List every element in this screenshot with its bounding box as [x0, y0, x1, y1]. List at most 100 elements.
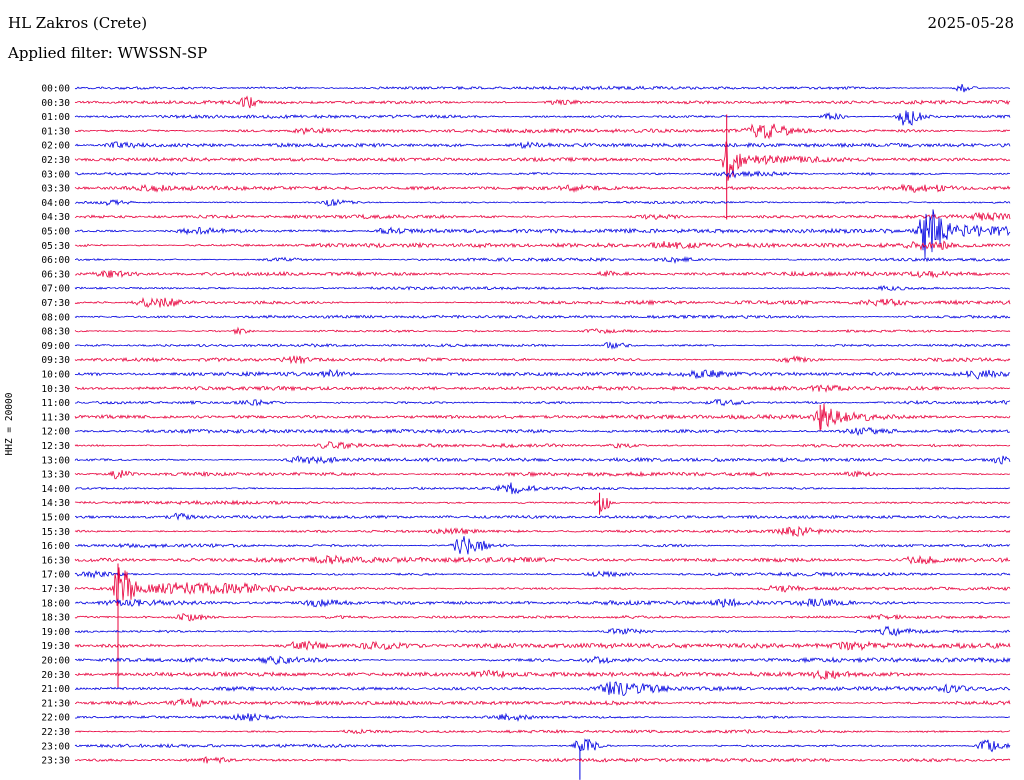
time-label-0030: 00:30	[41, 98, 70, 109]
time-label-1330: 13:30	[41, 470, 70, 481]
seismogram-trace-0000	[74, 83, 1011, 93]
time-label-1730: 17:30	[41, 584, 70, 595]
time-label-2100: 21:00	[41, 684, 70, 695]
seismogram-trace-0430	[74, 211, 1011, 222]
time-label-1200: 12:00	[41, 427, 70, 438]
time-label-2230: 22:30	[41, 727, 70, 738]
seismogram-trace-0030	[74, 95, 1011, 109]
time-label-0700: 07:00	[41, 284, 70, 295]
seismogram-trace-2130	[74, 697, 1011, 708]
seismogram-trace-0100	[74, 110, 1011, 126]
time-label-1400: 14:00	[41, 484, 70, 495]
time-label-0400: 04:00	[41, 198, 70, 209]
seismogram-trace-0400	[74, 198, 1011, 207]
time-label-1430: 14:30	[41, 498, 70, 509]
time-label-2030: 20:30	[41, 670, 70, 681]
station-title: HL Zakros (Crete)	[8, 14, 148, 32]
time-label-0230: 02:30	[41, 155, 70, 166]
time-label-1030: 10:30	[41, 384, 70, 395]
seismogram-trace-1330	[74, 469, 1011, 480]
time-label-0830: 08:30	[41, 327, 70, 338]
seismogram-trace-0500	[74, 209, 1011, 259]
time-label-1000: 10:00	[41, 370, 70, 381]
time-label-0300: 03:00	[41, 169, 70, 180]
seismogram-trace-1530	[74, 525, 1011, 537]
time-label-1500: 15:00	[41, 513, 70, 524]
time-label-0600: 06:00	[41, 255, 70, 266]
trace-group	[74, 83, 1011, 780]
seismogram-trace-1630	[74, 554, 1011, 565]
time-label-0000: 00:00	[41, 84, 70, 95]
seismogram-trace-1200	[74, 426, 1011, 436]
seismogram-trace-1830	[74, 613, 1011, 622]
seismogram-trace-1130	[74, 403, 1011, 430]
seismogram-trace-2000	[74, 655, 1011, 665]
seismogram-trace-1900	[74, 625, 1011, 637]
time-label-1230: 12:30	[41, 441, 70, 452]
time-label-0900: 09:00	[41, 341, 70, 352]
time-label-1630: 16:30	[41, 555, 70, 566]
time-label-0630: 06:30	[41, 269, 70, 280]
seismogram-trace-0300	[74, 169, 1011, 179]
time-label-1930: 19:30	[41, 641, 70, 652]
time-label-1530: 15:30	[41, 527, 70, 538]
seismogram-trace-2200	[74, 712, 1011, 722]
time-label-2330: 23:30	[41, 756, 70, 767]
time-label-1700: 17:00	[41, 570, 70, 581]
seismogram-trace-1400	[74, 482, 1011, 495]
seismogram-trace-1000	[74, 368, 1011, 380]
time-label-1900: 19:00	[41, 627, 70, 638]
seismogram-trace-2100	[74, 681, 1011, 696]
y-axis-scale-label: HHZ = 20000	[4, 392, 15, 455]
seismogram-trace-1800	[74, 597, 1011, 608]
seismogram-trace-1100	[74, 398, 1011, 407]
seismogram-trace-0730	[74, 296, 1011, 309]
time-label-0930: 09:30	[41, 355, 70, 366]
seismogram-trace-2330	[74, 756, 1011, 765]
plot-date: 2025-05-28	[927, 14, 1014, 32]
time-label-0100: 01:00	[41, 112, 70, 123]
seismogram-trace-0630	[74, 269, 1011, 279]
time-label-1800: 18:00	[41, 598, 70, 609]
time-label-1100: 11:00	[41, 398, 70, 409]
seismogram-trace-1700	[74, 570, 1011, 579]
seismogram-trace-0600	[74, 256, 1011, 265]
seismogram-trace-0230	[74, 141, 1011, 181]
time-label-0130: 01:30	[41, 126, 70, 137]
seismogram-trace-1230	[74, 441, 1011, 450]
seismogram-trace-0530	[74, 240, 1011, 251]
seismogram-trace-0900	[74, 341, 1011, 350]
seismogram-trace-1930	[74, 640, 1011, 651]
time-label-0330: 03:30	[41, 184, 70, 195]
seismogram-trace-1430	[74, 498, 1011, 513]
time-label-0200: 02:00	[41, 141, 70, 152]
time-label-2300: 23:00	[41, 741, 70, 752]
time-label-0500: 05:00	[41, 227, 70, 238]
seismogram-trace-1600	[74, 536, 1011, 555]
seismogram-trace-0330	[74, 183, 1011, 193]
time-label-1600: 16:00	[41, 541, 70, 552]
time-label-2130: 21:30	[41, 698, 70, 709]
filter-label: Applied filter: WWSSN-SP	[8, 44, 208, 62]
time-label-2000: 20:00	[41, 656, 70, 667]
time-label-0730: 07:30	[41, 298, 70, 309]
seismogram-trace-0700	[74, 285, 1011, 292]
seismogram-trace-2230	[74, 728, 1011, 735]
time-label-1830: 18:30	[41, 613, 70, 624]
seismogram-trace-0200	[74, 140, 1011, 150]
seismogram-trace-0830	[74, 326, 1011, 336]
seismogram-trace-1730	[74, 567, 1011, 606]
seismogram-trace-1500	[74, 512, 1011, 521]
time-label-0530: 05:30	[41, 241, 70, 252]
seismogram-trace-1300	[74, 455, 1011, 465]
seismogram-trace-2030	[74, 669, 1011, 681]
time-label-group: 00:00 00:30 01:00 01:30 02:00 02:30 03:00 03:30…	[41, 84, 70, 767]
seismogram-trace-1030	[74, 384, 1011, 393]
time-label-0430: 04:30	[41, 212, 70, 223]
seismogram-trace-2300	[74, 738, 1011, 753]
seismogram-trace-0930	[74, 355, 1011, 365]
seismogram-trace-0130	[74, 123, 1011, 140]
seismogram-trace-0800	[74, 314, 1011, 320]
time-label-1130: 11:30	[41, 412, 70, 423]
